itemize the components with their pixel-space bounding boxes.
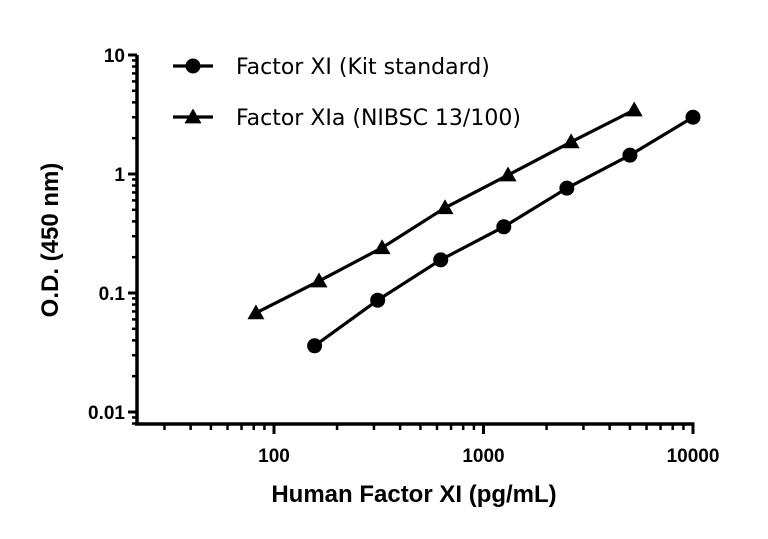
y-axis: 0.01 0.1 1 10 [88, 46, 139, 425]
circle-marker [307, 338, 323, 354]
y-tick-label: 0.01 [88, 403, 125, 424]
legend-label: Factor XI (Kit standard) [236, 55, 490, 80]
x-tick-label: 100 [258, 446, 290, 467]
legend-label: Factor XIa (NIBSC 13/100) [236, 106, 521, 131]
y-tick-label: 10 [104, 46, 125, 67]
triangle-marker [310, 272, 328, 288]
triangle-marker [373, 239, 391, 255]
circle-marker [496, 219, 512, 235]
x-tick-label: 10000 [667, 446, 720, 467]
y-tick-label: 1 [114, 165, 125, 186]
circle-marker [433, 252, 449, 268]
series-layer [247, 101, 701, 354]
x-tick-label: 1000 [462, 446, 504, 467]
x-axis-title: Human Factor XI (pg/mL) [271, 481, 556, 508]
series-triangle [247, 101, 643, 320]
y-axis-title: O.D. (450 nm) [37, 163, 64, 318]
circle-marker [622, 147, 638, 163]
triangle-legend-icon [184, 108, 202, 124]
triangle-marker [436, 199, 454, 215]
series-circle [307, 109, 701, 354]
circle-marker [370, 292, 386, 308]
triangle-marker [247, 304, 265, 320]
circle-marker [685, 109, 701, 125]
legend-item: Factor XI (Kit standard) [173, 55, 490, 80]
legend-item: Factor XIa (NIBSC 13/100) [173, 106, 521, 131]
triangle-marker [562, 133, 580, 149]
circle-marker [559, 180, 575, 196]
legend: Factor XI (Kit standard) Factor XIa (NIBS… [173, 55, 521, 131]
triangle-marker [499, 166, 517, 182]
y-tick-label: 0.1 [99, 284, 126, 305]
circle-legend-icon [185, 58, 201, 74]
x-axis: 100 1000 10000 [135, 422, 720, 467]
triangle-marker [625, 101, 643, 117]
